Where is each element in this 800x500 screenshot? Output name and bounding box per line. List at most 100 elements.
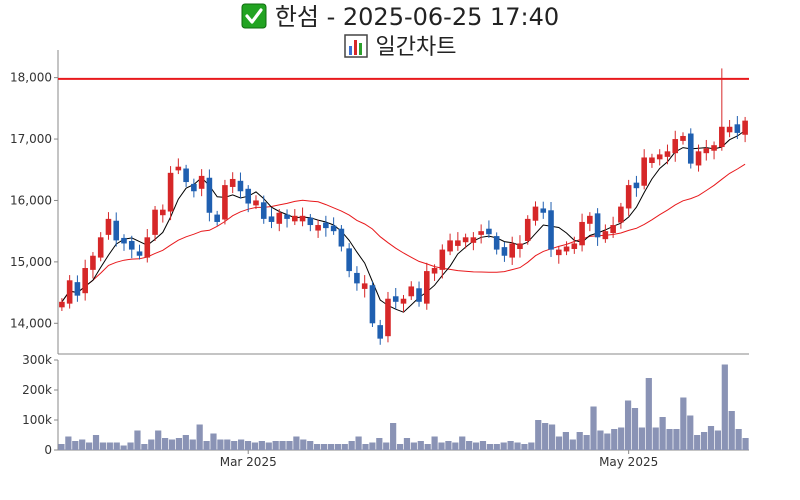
candle-body <box>191 183 197 192</box>
volume-bar <box>189 439 196 450</box>
volume-bar <box>535 420 542 450</box>
candle-body <box>486 228 492 235</box>
volume-bar <box>521 444 528 450</box>
volume-bar <box>396 444 404 450</box>
candle-body <box>493 236 500 250</box>
candle-body <box>400 298 407 304</box>
candle-body <box>711 145 717 151</box>
candle <box>400 295 407 313</box>
candle <box>167 166 174 221</box>
candle <box>191 178 197 198</box>
candle-body <box>105 218 112 235</box>
volume-bar <box>355 436 362 450</box>
volume-bar <box>735 429 742 450</box>
volume-bar <box>141 444 148 450</box>
candle <box>113 212 120 247</box>
volume-bar <box>210 433 217 450</box>
candle <box>198 169 205 197</box>
chart-title-text: 한섬 - 2025-06-25 17:40 <box>274 3 560 31</box>
candle <box>90 252 96 279</box>
candle-body <box>726 126 733 133</box>
candle-body <box>610 225 616 234</box>
candle <box>501 241 508 262</box>
candle-body <box>323 222 329 229</box>
volume-bar <box>714 430 722 450</box>
volume-bar <box>155 430 162 450</box>
candle-body <box>152 209 158 235</box>
price-tick-label: 14,000 <box>10 316 52 330</box>
candle-body <box>509 243 515 258</box>
candle <box>66 275 73 309</box>
candle <box>439 244 446 279</box>
candle-body <box>641 157 647 186</box>
volume-bar <box>514 442 521 450</box>
candle-body <box>121 237 127 244</box>
candle <box>579 213 585 252</box>
volume-bar <box>182 435 189 450</box>
volume-bar <box>217 439 224 450</box>
candle-body <box>307 217 314 226</box>
candle <box>284 209 290 228</box>
candle <box>144 229 151 263</box>
candle-body <box>253 200 259 206</box>
candle-body <box>734 124 741 133</box>
volume-bar <box>327 444 335 450</box>
price-tick-label: 18,000 <box>10 71 52 85</box>
candle-body <box>229 178 236 187</box>
volume-bar <box>452 442 459 450</box>
candle <box>330 217 337 235</box>
volume-bar <box>486 444 493 450</box>
candle-body <box>687 133 694 164</box>
volume-bar <box>113 442 120 450</box>
volume-panel: 0 100k 200k 300k Mar 2025 May 2025 <box>22 353 749 469</box>
candle-body <box>478 231 484 235</box>
candle-body <box>587 215 593 224</box>
volume-bar <box>424 444 431 450</box>
candle-body <box>260 202 267 219</box>
candle-body <box>625 185 632 209</box>
candle-body <box>136 251 143 256</box>
chart-subtitle-text: 일간차트 <box>375 35 457 60</box>
candle-body <box>385 298 391 337</box>
volume-bar <box>624 400 632 450</box>
candle <box>338 225 345 252</box>
volume-bar <box>631 408 639 450</box>
candle-body <box>703 148 710 154</box>
candle <box>121 234 127 251</box>
candle-body <box>97 237 104 258</box>
candle <box>509 236 515 265</box>
candle <box>618 202 624 229</box>
volume-bar <box>65 436 72 450</box>
volume-bar <box>569 439 576 450</box>
candle <box>687 128 694 169</box>
volume-bar <box>542 423 549 450</box>
candle <box>633 175 640 197</box>
volume-bar <box>348 441 355 450</box>
candle-body <box>524 218 531 241</box>
volume-bar <box>466 441 473 450</box>
candle-body <box>214 214 220 222</box>
candle-body <box>222 185 228 220</box>
volume-bar <box>307 441 314 450</box>
candle <box>299 207 306 227</box>
volume-bar <box>300 439 307 450</box>
volume-bar <box>79 439 86 450</box>
volume-bar <box>244 441 252 450</box>
volume-bar <box>258 441 265 450</box>
candle-body <box>431 268 438 274</box>
candle <box>431 264 438 281</box>
candle <box>105 212 112 240</box>
candle-body <box>447 240 453 252</box>
candle <box>392 287 399 310</box>
volume-bar <box>362 444 369 450</box>
candle <box>703 139 710 161</box>
candle <box>711 141 717 160</box>
candle-body <box>160 209 166 216</box>
volume-bar <box>383 442 390 450</box>
volume-bar <box>438 442 445 450</box>
candle <box>555 245 562 264</box>
candle <box>548 202 554 257</box>
candle <box>292 209 298 226</box>
candle <box>385 291 391 343</box>
